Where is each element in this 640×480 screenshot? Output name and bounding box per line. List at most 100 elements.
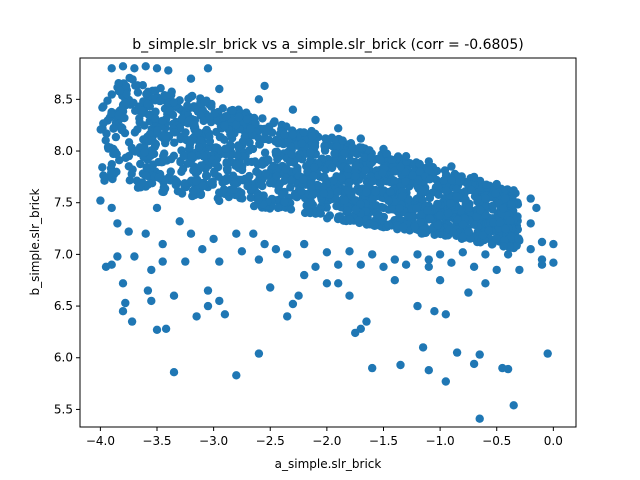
scatter-point xyxy=(390,276,399,285)
scatter-point xyxy=(311,262,320,271)
scatter-point-cluster xyxy=(211,159,221,169)
scatter-point-cluster xyxy=(474,195,483,204)
scatter-point-cluster xyxy=(143,99,152,109)
scatter-point-cluster xyxy=(262,125,272,135)
scatter-point xyxy=(266,283,275,292)
scatter-point-cluster xyxy=(111,132,121,142)
scatter-point-cluster xyxy=(222,173,232,183)
scatter-point-cluster xyxy=(107,168,116,177)
scatter-point-cluster xyxy=(333,214,343,224)
x-tick-label: −2.5 xyxy=(256,434,285,448)
scatter-point xyxy=(254,255,264,264)
scatter-point-cluster xyxy=(506,232,516,241)
scatter-point-cluster xyxy=(151,140,160,149)
scatter-point-cluster xyxy=(425,193,435,203)
scatter-point xyxy=(481,250,490,259)
scatter-point-cluster xyxy=(221,144,230,153)
scatter-point-cluster xyxy=(273,203,283,213)
scatter-point-cluster xyxy=(165,106,174,116)
scatter-point-cluster xyxy=(124,162,133,171)
scatter-point-cluster xyxy=(285,157,295,167)
scatter-point xyxy=(549,239,558,249)
scatter-point xyxy=(430,307,439,316)
scatter-point xyxy=(334,279,343,288)
scatter-point xyxy=(345,291,354,300)
scatter-point-cluster xyxy=(177,114,187,123)
scatter-point-cluster xyxy=(134,182,143,191)
scatter-point xyxy=(107,203,116,213)
scatter-point xyxy=(368,363,377,373)
scatter-point xyxy=(158,239,167,249)
scatter-point-cluster xyxy=(463,179,472,189)
scatter-point-cluster xyxy=(265,178,275,188)
scatter-point-cluster xyxy=(198,181,207,190)
scatter-point xyxy=(526,219,535,228)
scatter-point-cluster xyxy=(323,214,332,223)
scatter-point-cluster xyxy=(269,161,278,171)
scatter-point-cluster xyxy=(207,178,216,187)
scatter-point xyxy=(118,279,128,288)
scatter-point-cluster xyxy=(142,163,151,172)
scatter-point-cluster xyxy=(238,194,247,203)
scatter-point xyxy=(475,414,484,423)
scatter-point xyxy=(334,124,343,133)
scatter-point-cluster xyxy=(297,187,306,196)
scatter-point-cluster xyxy=(433,199,442,209)
scatter-point-cluster xyxy=(256,180,266,189)
x-tick-label: −1.0 xyxy=(426,434,455,448)
scatter-point-cluster xyxy=(122,89,131,99)
scatter-point-cluster xyxy=(452,192,461,201)
scatter-point xyxy=(141,62,150,71)
scatter-point-cluster xyxy=(170,138,179,147)
scatter-point xyxy=(447,162,456,171)
scatter-point xyxy=(203,64,213,73)
plot-frame xyxy=(79,57,577,428)
scatter-point xyxy=(537,260,547,269)
scatter-point-cluster xyxy=(321,134,330,143)
scatter-point-cluster xyxy=(205,112,214,122)
y-tick-label: 7.5 xyxy=(54,196,73,210)
scatter-point-cluster xyxy=(121,82,131,91)
scatter-point-cluster xyxy=(446,199,455,208)
scatter-point-cluster xyxy=(340,196,349,205)
scatter-point xyxy=(509,401,518,410)
scatter-point-cluster xyxy=(461,195,470,204)
scatter-point-cluster xyxy=(458,232,468,241)
scatter-point-cluster xyxy=(127,169,136,179)
scatter-point-cluster xyxy=(187,137,196,146)
scatter-point-cluster xyxy=(115,86,125,95)
scatter-point-cluster xyxy=(107,160,117,169)
scatter-point-cluster xyxy=(287,150,297,159)
scatter-point-cluster xyxy=(129,98,138,108)
scatter-point-cluster xyxy=(458,220,468,229)
scatter-point xyxy=(209,234,218,244)
scatter-point-cluster xyxy=(200,98,209,107)
scatter-point xyxy=(526,194,535,203)
scatter-point-cluster xyxy=(260,134,269,144)
scatter-point-cluster xyxy=(288,130,298,139)
scatter-point xyxy=(232,229,241,238)
scatter-point xyxy=(271,245,281,254)
scatter-point-cluster xyxy=(351,161,360,170)
scatter-point-cluster xyxy=(354,216,364,226)
scatter-point-cluster xyxy=(338,136,347,145)
scatter-point-cluster xyxy=(302,200,312,210)
x-tick-label: 0.0 xyxy=(544,434,563,448)
scatter-point-cluster xyxy=(299,128,309,137)
chart-title: b_simple.slr_brick vs a_simple.slr_brick… xyxy=(132,37,523,53)
scatter-point-cluster xyxy=(453,215,462,224)
scatter-point-cluster xyxy=(228,106,237,115)
scatter-point-cluster xyxy=(500,194,510,203)
scatter-point-cluster xyxy=(165,90,175,100)
scatter-point-cluster xyxy=(476,206,485,215)
scatter-point xyxy=(424,255,433,264)
scatter-point-cluster xyxy=(170,128,179,137)
scatter-point-cluster xyxy=(303,167,312,176)
scatter-point xyxy=(164,66,173,75)
scatter-point-cluster xyxy=(362,187,371,197)
scatter-point-cluster xyxy=(343,164,353,173)
scatter-point-cluster xyxy=(443,209,453,218)
scatter-point-cluster xyxy=(137,106,146,115)
scatter-point-cluster xyxy=(258,114,267,123)
